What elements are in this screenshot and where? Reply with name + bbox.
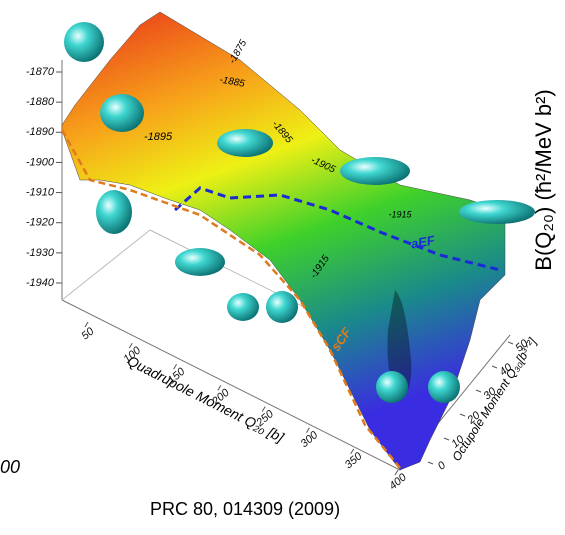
aef-path xyxy=(174,186,501,272)
z-tick-label: -1900 xyxy=(26,156,55,168)
x-tick xyxy=(305,427,310,433)
x-tick xyxy=(394,469,399,476)
y-tick xyxy=(475,389,482,393)
y-tick xyxy=(491,365,498,369)
annotation: 00 xyxy=(0,457,20,477)
annotation: aEF xyxy=(410,232,437,251)
x-tick-label: 300 xyxy=(298,429,320,451)
z-tick-label: -1930 xyxy=(26,247,55,259)
z-tick-label: -1940 xyxy=(26,277,55,289)
x-tick xyxy=(173,364,178,370)
shape-markers xyxy=(64,22,535,403)
x-tick-label: 350 xyxy=(343,450,365,472)
y-tick xyxy=(427,461,434,465)
z-tick-label: -1920 xyxy=(26,217,55,229)
x-tick-label: 400 xyxy=(387,471,409,493)
z-axis-title: B(Q₂₀) (ħ²/MeV b²) xyxy=(531,89,556,270)
z-tick-label: -1910 xyxy=(26,186,55,198)
x-tick xyxy=(84,321,89,328)
annotation: -1885 xyxy=(218,75,246,90)
y-tick xyxy=(443,437,450,441)
z-tick-label: -1870 xyxy=(26,66,55,78)
y-tick xyxy=(459,413,466,417)
z-tick-label: -1880 xyxy=(26,96,55,108)
energy-surface xyxy=(61,11,506,471)
x-tick xyxy=(261,406,266,412)
annotation: -1895 xyxy=(144,131,173,143)
scf-path xyxy=(60,129,401,469)
x-tick xyxy=(217,385,222,391)
x-tick xyxy=(128,342,133,349)
z-tick-label: -1890 xyxy=(26,126,55,138)
annotation: -1915 xyxy=(388,209,412,219)
y-tick-label: 0 xyxy=(436,459,449,473)
x-tick-label: 50 xyxy=(79,325,97,343)
citation: PRC 80, 014309 (2009) xyxy=(150,499,340,519)
x-axis-title: Quadrupole Moment Q₂₀ [b] xyxy=(125,352,287,445)
x-tick xyxy=(350,448,355,455)
annotation: -1875 xyxy=(227,38,250,66)
y-tick xyxy=(507,341,514,345)
